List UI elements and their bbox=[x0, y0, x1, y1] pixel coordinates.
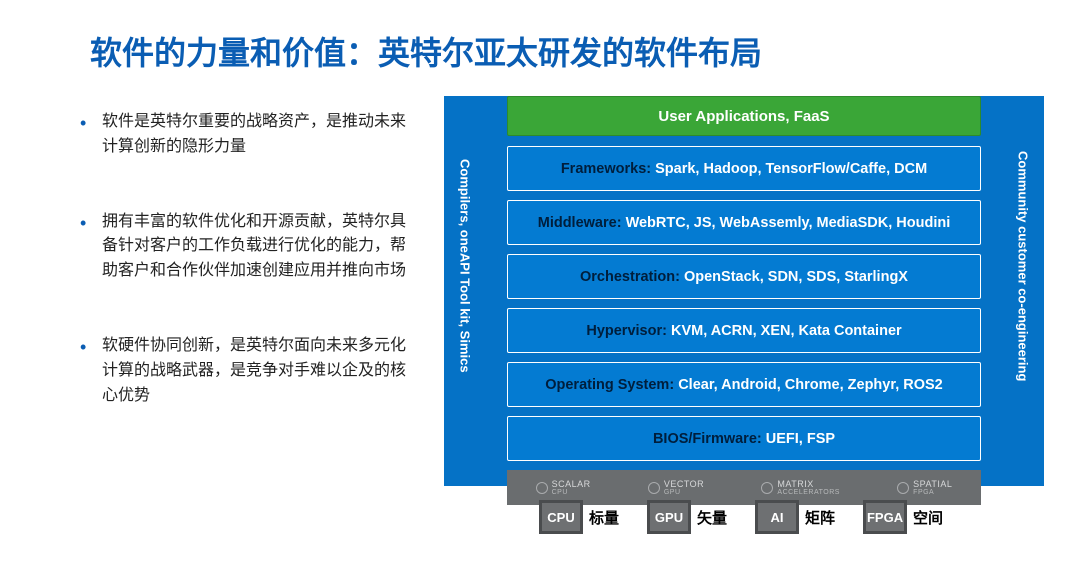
layer-value: Clear, Android, Chrome, Zephyr, ROS2 bbox=[678, 377, 943, 393]
layer-value: Spark, Hadoop, TensorFlow/Caffe, DCM bbox=[655, 161, 927, 177]
bullet-item: 软硬件协同创新，是英特尔面向未来多元化计算的战略武器，是竞争对手难以企及的核心优… bbox=[80, 334, 420, 408]
gray-sub: ACCELERATORS bbox=[777, 489, 840, 496]
gray-item-spatial: SPATIALFPGA bbox=[897, 479, 952, 496]
layer-user-apps: User Applications, FaaS bbox=[507, 96, 981, 136]
bullet-item: 拥有丰富的软件优化和开源贡献，英特尔具备针对客户的工作负载进行优化的能力，帮助客… bbox=[80, 210, 420, 284]
diagram-bg: Compilers, oneAPI Tool kit, Simics Commu… bbox=[444, 96, 1044, 486]
layer-middleware: Middleware: WebRTC, JS, WebAssemly, Medi… bbox=[507, 200, 981, 245]
scalar-icon bbox=[536, 482, 548, 494]
chip-pair-gpu: GPU 矢量 bbox=[647, 500, 727, 534]
gray-top: VECTOR bbox=[664, 479, 704, 489]
layer-value: WebRTC, JS, WebAssemly, MediaSDK, Houdin… bbox=[626, 215, 951, 231]
chip-fpga: FPGA bbox=[863, 500, 907, 534]
layer-value: OpenStack, SDN, SDS, StarlingX bbox=[684, 269, 908, 285]
gray-sub: CPU bbox=[552, 489, 591, 496]
layer-label: Frameworks bbox=[561, 161, 646, 177]
chip-pair-fpga: FPGA 空间 bbox=[863, 500, 943, 534]
sidebar-left: Compilers, oneAPI Tool kit, Simics bbox=[450, 96, 480, 436]
spatial-icon bbox=[897, 482, 909, 494]
vector-icon bbox=[648, 482, 660, 494]
gray-top: SCALAR bbox=[552, 479, 591, 489]
stack-diagram: Compilers, oneAPI Tool kit, Simics Commu… bbox=[444, 96, 1044, 534]
chip-label: 矢量 bbox=[697, 507, 727, 528]
layer-hypervisor: Hypervisor: KVM, ACRN, XEN, Kata Contain… bbox=[507, 308, 981, 353]
gray-sub: GPU bbox=[664, 489, 704, 496]
matrix-icon bbox=[761, 482, 773, 494]
bullet-item: 软件是英特尔重要的战略资产，是推动未来计算创新的隐形力量 bbox=[80, 110, 420, 160]
chip-pair-cpu: CPU 标量 bbox=[539, 500, 619, 534]
gray-item-scalar: SCALARCPU bbox=[536, 479, 591, 496]
sidebar-right: Community customer co-engineering bbox=[1008, 96, 1038, 436]
layer-label: Orchestration bbox=[580, 269, 675, 285]
layer-label: Operating System bbox=[545, 377, 669, 393]
chip-row: CPU 标量 GPU 矢量 AI 矩阵 FPGA 空间 bbox=[539, 500, 1019, 534]
layer-bios: BIOS/Firmware: UEFI, FSP bbox=[507, 416, 981, 461]
layer-frameworks: Frameworks: Spark, Hadoop, TensorFlow/Ca… bbox=[507, 146, 981, 191]
bullet-list: 软件是英特尔重要的战略资产，是推动未来计算创新的隐形力量 拥有丰富的软件优化和开… bbox=[80, 110, 420, 458]
gray-top: SPATIAL bbox=[913, 479, 952, 489]
layer-label: BIOS/Firmware bbox=[653, 431, 757, 447]
sidebar-left-label: Compilers, oneAPI Tool kit, Simics bbox=[458, 159, 473, 373]
layer-orchestration: Orchestration: OpenStack, SDN, SDS, Star… bbox=[507, 254, 981, 299]
chip-gpu: GPU bbox=[647, 500, 691, 534]
layer-label: Middleware: bbox=[538, 215, 622, 231]
chip-pair-ai: AI 矩阵 bbox=[755, 500, 835, 534]
sidebar-right-label: Community customer co-engineering bbox=[1016, 151, 1031, 381]
chip-ai: AI bbox=[755, 500, 799, 534]
layer-os: Operating System: Clear, Android, Chrome… bbox=[507, 362, 981, 407]
chip-label: 标量 bbox=[589, 507, 619, 528]
layer-value: KVM, ACRN, XEN, Kata Container bbox=[671, 323, 902, 339]
chip-label: 矩阵 bbox=[805, 507, 835, 528]
gray-item-vector: VECTORGPU bbox=[648, 479, 704, 496]
chip-label: 空间 bbox=[913, 507, 943, 528]
chip-cpu: CPU bbox=[539, 500, 583, 534]
layer-value: UEFI, FSP bbox=[766, 431, 835, 447]
layer-label: Hypervisor bbox=[586, 323, 662, 339]
gray-item-matrix: MATRIXACCELERATORS bbox=[761, 479, 840, 496]
gray-sub: FPGA bbox=[913, 489, 952, 496]
page-title: 软件的力量和价值：英特尔亚太研发的软件布局 bbox=[90, 28, 762, 74]
gray-top: MATRIX bbox=[777, 479, 813, 489]
layer-stack: User Applications, FaaS Frameworks: Spar… bbox=[507, 96, 981, 505]
